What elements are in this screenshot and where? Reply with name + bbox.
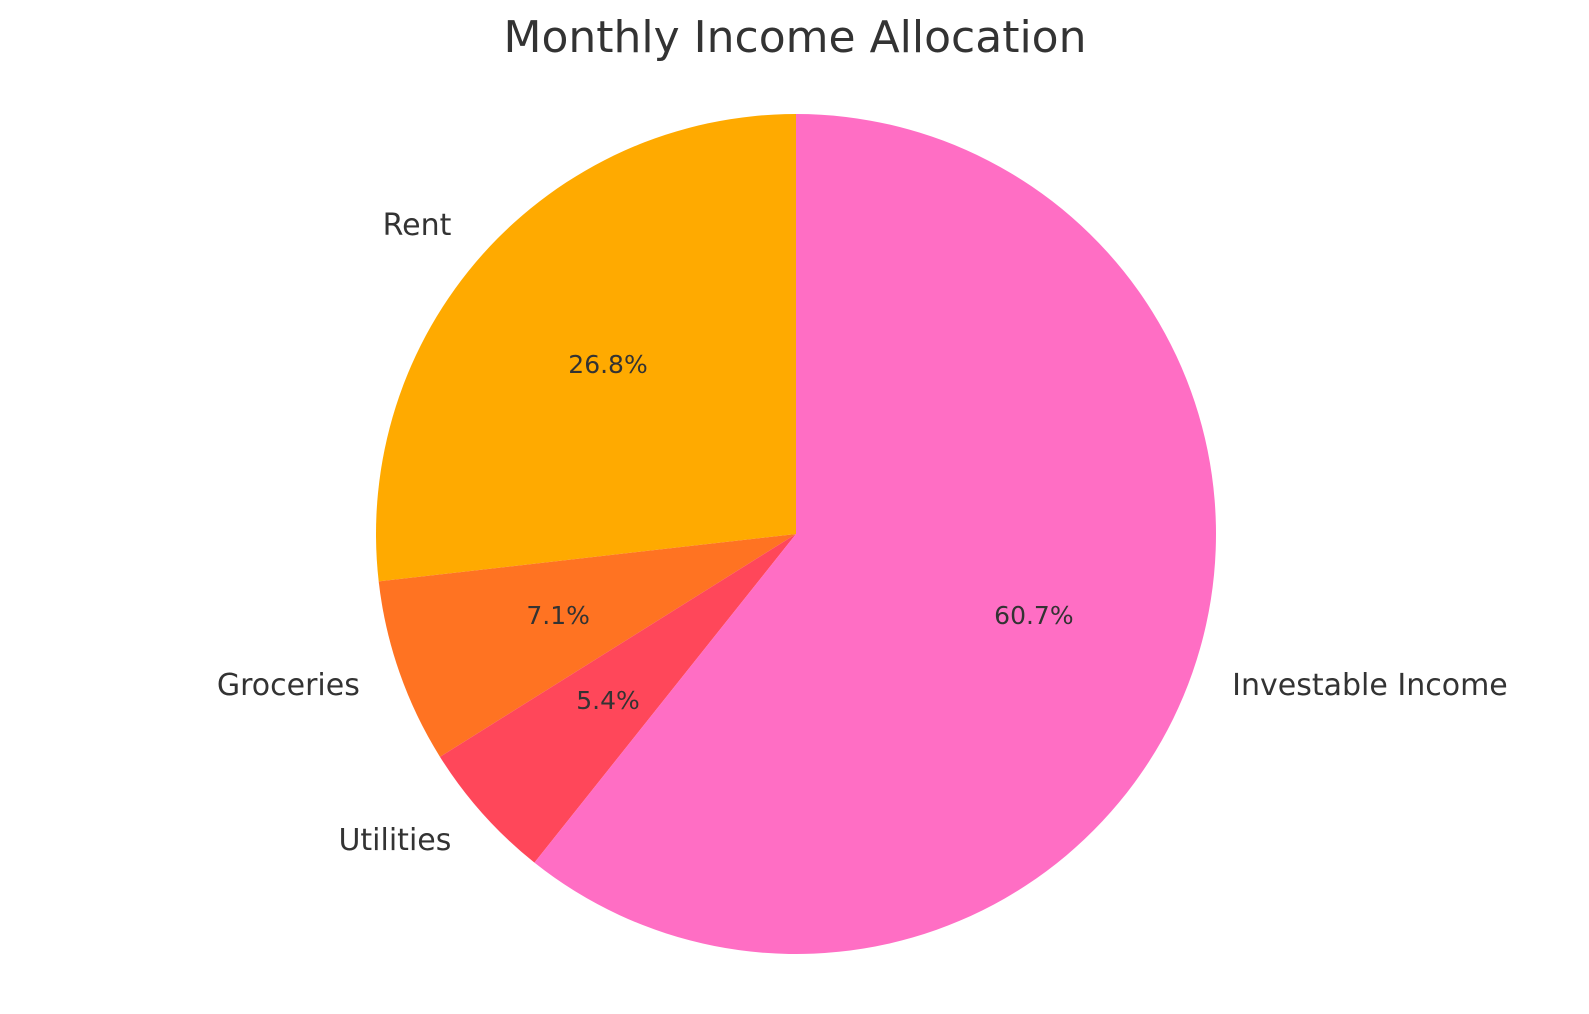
- slice-label-investable-income: Investable Income: [1232, 668, 1508, 703]
- pct-label-rent: 26.8%: [568, 350, 647, 379]
- slice-label-groceries: Groceries: [217, 668, 360, 703]
- slice-label-rent: Rent: [383, 208, 452, 243]
- pct-label-groceries: 7.1%: [526, 601, 590, 630]
- pie-labels: Rent 26.8% Groceries 7.1% Utilities 5.4% Inves…: [217, 208, 1508, 858]
- pie-slice-investable-income: [534, 114, 1216, 954]
- pct-label-investable-income: 60.7%: [994, 601, 1073, 630]
- pie-slice-rent: [375, 114, 796, 582]
- slice-label-utilities: Utilities: [338, 823, 451, 858]
- pie-slices: [375, 114, 1216, 954]
- pie-slice-utilities: [439, 534, 796, 863]
- chart-title: Monthly Income Allocation: [504, 12, 1087, 63]
- pct-label-utilities: 5.4%: [576, 686, 640, 715]
- pie-slice-groceries: [378, 534, 796, 757]
